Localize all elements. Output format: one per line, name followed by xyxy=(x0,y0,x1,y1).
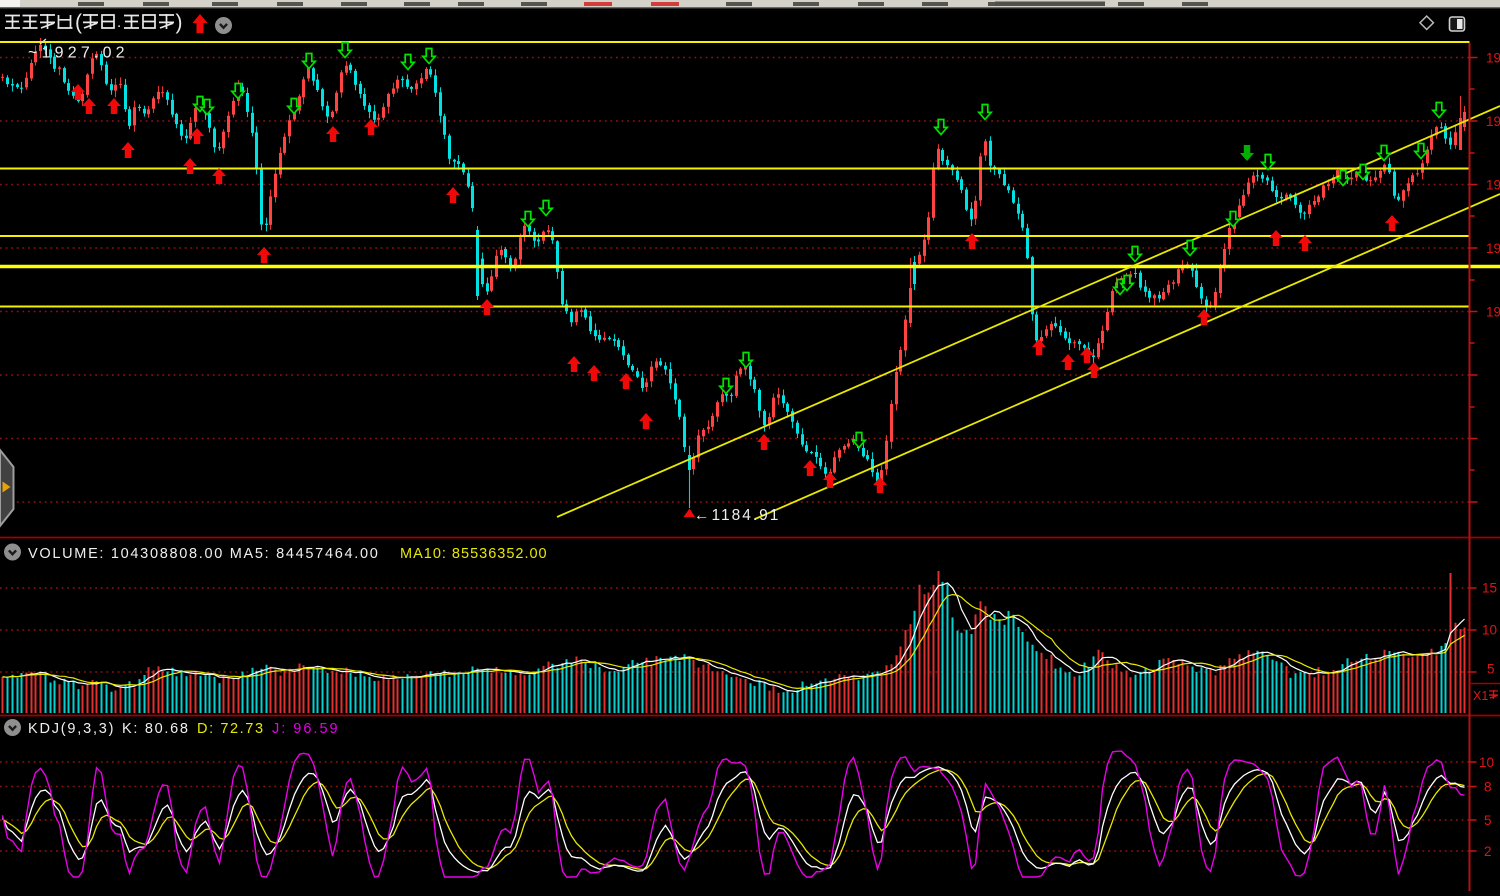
svg-text:15: 15 xyxy=(1482,581,1497,596)
svg-text:19: 19 xyxy=(1486,178,1500,193)
svg-text:K: 80.68: K: 80.68 xyxy=(122,721,190,737)
svg-text:.: . xyxy=(117,14,121,31)
svg-text:KDJ(9,3,3): KDJ(9,3,3) xyxy=(28,721,115,737)
svg-text:8: 8 xyxy=(1484,780,1492,795)
svg-text:5: 5 xyxy=(1484,813,1492,828)
svg-text:10: 10 xyxy=(1482,623,1497,638)
svg-text:J: 96.59: J: 96.59 xyxy=(272,721,340,737)
svg-text:MA10: 85536352.00: MA10: 85536352.00 xyxy=(400,546,548,562)
svg-text:19: 19 xyxy=(1486,114,1500,129)
svg-text:10: 10 xyxy=(1479,755,1494,770)
svg-text:(: ( xyxy=(75,11,82,34)
svg-text:19: 19 xyxy=(1486,241,1500,256)
svg-text:19: 19 xyxy=(1486,305,1500,320)
svg-text:←1184.91: ←1184.91 xyxy=(694,507,780,524)
svg-text:~1927.02: ~1927.02 xyxy=(28,45,129,62)
svg-text:VOLUME: 104308808.00 MA5: 844: VOLUME: 104308808.00 MA5: 84457464.00 xyxy=(28,546,380,562)
svg-text:D: 72.73: D: 72.73 xyxy=(197,721,265,737)
svg-text:): ) xyxy=(176,11,183,34)
svg-text:19: 19 xyxy=(1486,51,1500,66)
svg-text:X1: X1 xyxy=(1473,689,1488,703)
svg-text:5: 5 xyxy=(1487,662,1495,677)
svg-text:2: 2 xyxy=(1484,844,1492,859)
